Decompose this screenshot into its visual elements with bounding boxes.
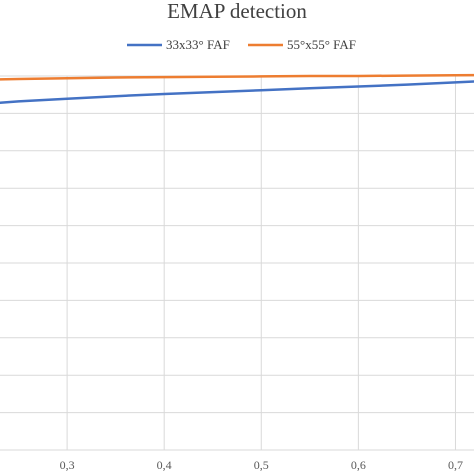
x-tick-label-4: 0,7 xyxy=(448,458,463,472)
x-tick-label-3: 0,6 xyxy=(351,458,366,472)
series-lines xyxy=(0,73,474,104)
x-tick-label-0: 0,3 xyxy=(60,458,75,472)
x-tick-label-1: 0,4 xyxy=(157,458,172,472)
gridlines xyxy=(0,75,474,451)
x-tick-label-2: 0,5 xyxy=(254,458,269,472)
legend: 33x33° FAF 55°x55° FAF xyxy=(127,37,356,52)
legend-label-series-1: 33x33° FAF xyxy=(166,37,230,52)
x-tick-labels: 0,3 0,4 0,5 0,6 0,7 xyxy=(60,458,463,472)
legend-label-series-2: 55°x55° FAF xyxy=(287,37,356,52)
series-line-1 xyxy=(0,80,474,104)
chart-title: EMAP detection xyxy=(167,0,307,23)
series-line-2 xyxy=(0,73,474,81)
